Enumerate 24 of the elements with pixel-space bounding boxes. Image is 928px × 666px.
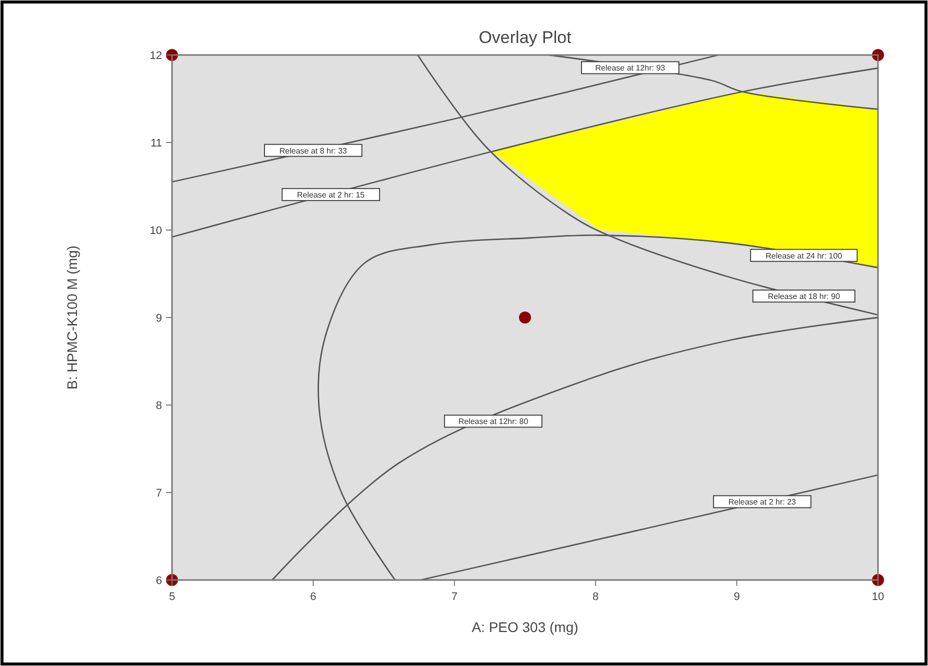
x-tick-label: 6 [310, 591, 316, 603]
chart-title: Overlay Plot [478, 28, 572, 47]
x-axis-title: A: PEO 303 (mg) [472, 619, 578, 635]
y-tick-label: 6 [156, 575, 162, 587]
y-tick-label: 10 [150, 225, 162, 237]
x-tick-label: 10 [872, 591, 884, 603]
y-tick-label: 7 [156, 488, 162, 500]
x-tick-label: 9 [734, 591, 740, 603]
x-tick-label: 8 [592, 591, 599, 603]
series-label: Release at 2 hr: 15 [297, 190, 366, 200]
y-tick-label: 9 [156, 312, 162, 324]
y-tick-label: 8 [156, 400, 162, 412]
series-label: Release at 12hr: 93 [595, 64, 666, 73]
point [519, 312, 531, 324]
series-label: Release at 18 hr: 90 [768, 292, 840, 302]
x-tick-label: 5 [168, 591, 176, 603]
series-label: Release at 2 hr: 23 [728, 498, 797, 507]
y-tick-label: 11 [150, 138, 162, 150]
series-label: Release at 24 hr: 100 [766, 251, 843, 260]
y-axis-title: B: HPMC-K100 M (mg) [64, 246, 80, 390]
series-label: Release at 12hr: 80 [458, 417, 529, 426]
y-tick-label: 12 [150, 50, 162, 62]
series-label: Release at 8 hr: 33 [279, 146, 348, 156]
x-tick-label: 7 [451, 591, 458, 603]
